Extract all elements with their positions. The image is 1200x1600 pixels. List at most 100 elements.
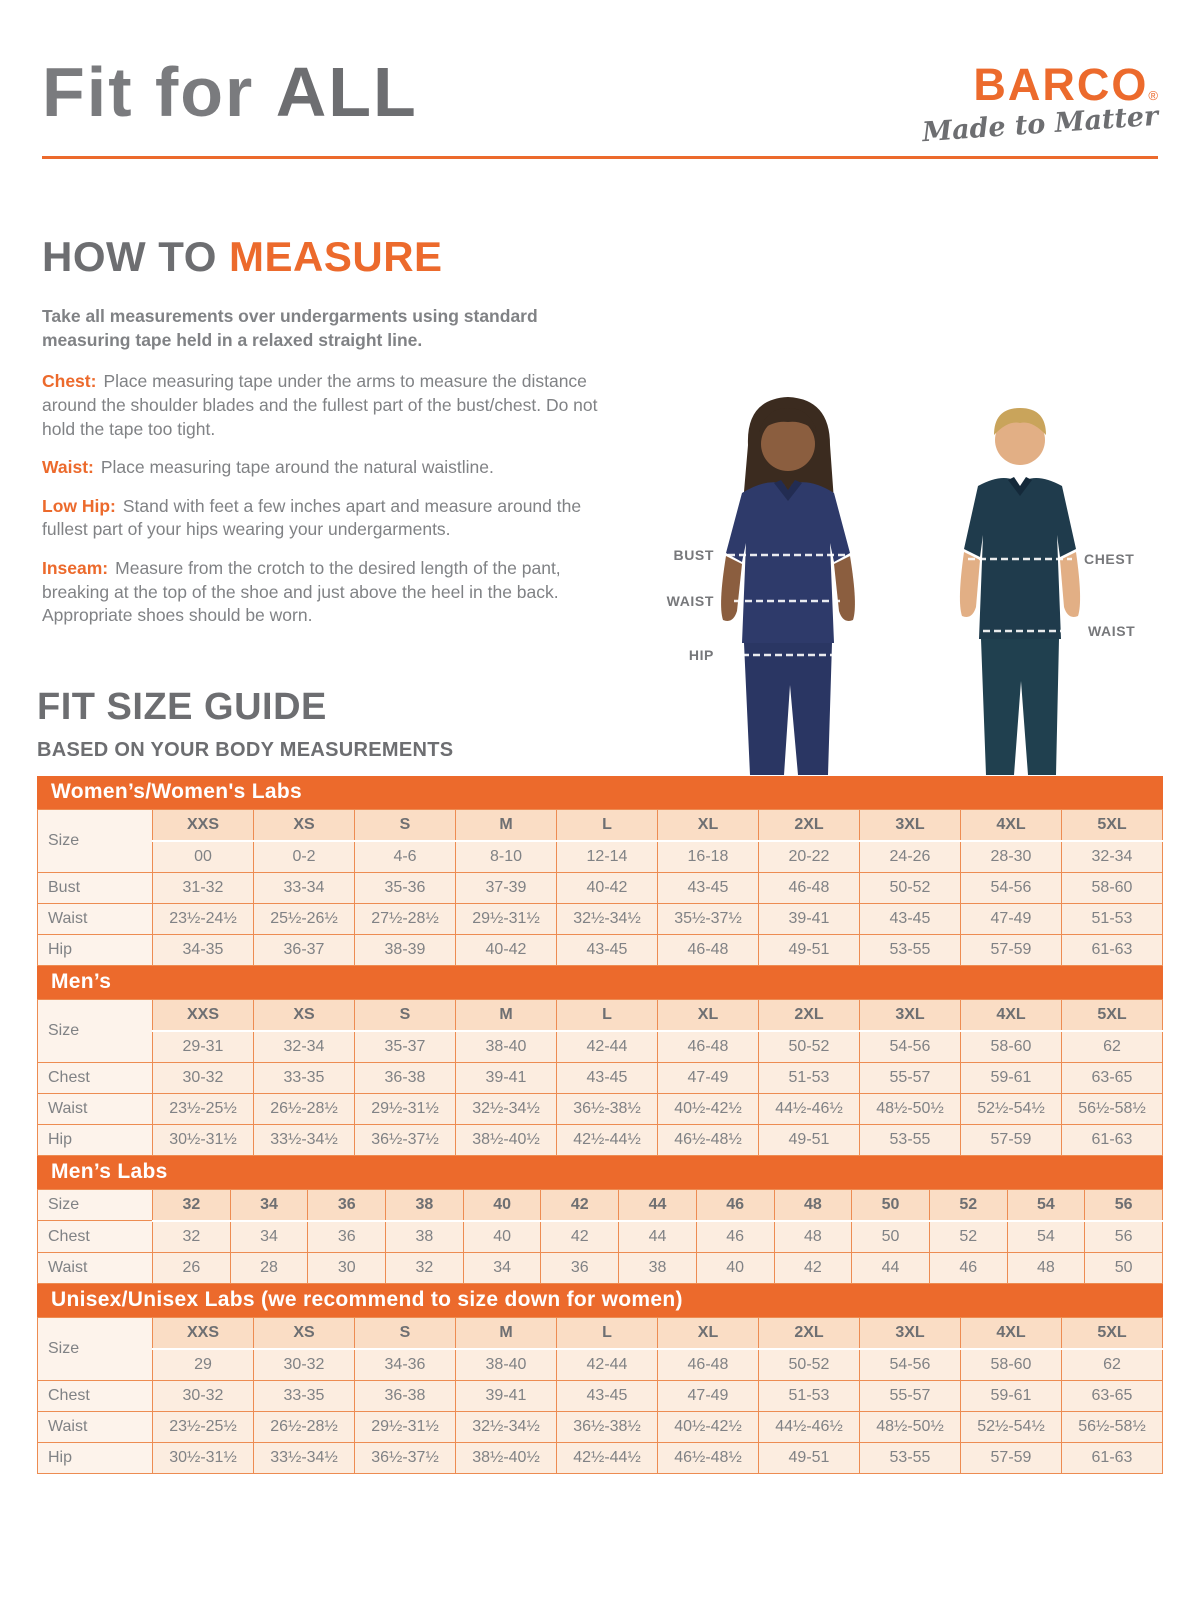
measurement-cell: 30-32 (152, 1379, 254, 1412)
measurement-cell: 42 (773, 1251, 853, 1284)
numeric-size-cell: 58-60 (960, 1030, 1062, 1063)
measurement-cell: 29½-31½ (354, 1092, 456, 1125)
size-header-cell: 42 (540, 1188, 620, 1222)
row-label-cell: Waist (37, 1251, 153, 1284)
measurement-cell: 37-39 (455, 871, 557, 904)
measurement-cell: 35½-37½ (657, 902, 759, 935)
numeric-size-cell: 30-32 (253, 1348, 355, 1381)
size-header-cell: S (354, 998, 456, 1032)
table-header-row: Size 32 34 36 38 40 42 44 46 48 50 52 54 56 (37, 1188, 1163, 1222)
table-row: Waist 23½-25½ 26½-28½ 29½-31½ 32½-34½ 36½-38½… (37, 1410, 1163, 1443)
numeric-size-row: 29-31 32-34 35-37 38-40 42-44 46-48 50-52 54-56… (38, 1030, 1163, 1063)
size-header-cell: 3XL (859, 1316, 961, 1350)
measurement-cell: 36½-38½ (556, 1410, 658, 1443)
size-header-cell: 34 (229, 1188, 309, 1222)
numeric-size-cell: 46-48 (657, 1348, 759, 1381)
measurement-cell: 46-48 (657, 933, 759, 966)
measurement-cell: 63-65 (1061, 1379, 1163, 1412)
size-header-cell: XL (657, 808, 759, 842)
size-header-cell: 2XL (758, 1316, 860, 1350)
measure-item-label: Chest: (42, 371, 97, 392)
measurement-cell: 47-49 (657, 1379, 759, 1412)
fit-size-guide-section: FIT SIZE GUIDE BASED ON YOUR BODY MEASUR… (0, 686, 1200, 1474)
measurement-cell: 51-53 (758, 1379, 860, 1412)
row-label-cell: Bust (37, 871, 153, 904)
size-table: Size XXS XS S M L XL 2XL 3XL 4XL 5XL 29-31 32-34 35-3… (37, 998, 1163, 1156)
measurement-cell: 30½-31½ (152, 1441, 254, 1474)
measurement-cell: 36-38 (354, 1061, 456, 1094)
measurement-cell: 56 (1084, 1220, 1163, 1253)
measurement-cell: 36-38 (354, 1379, 456, 1412)
measurement-cell: 48 (1006, 1251, 1086, 1284)
numeric-size-cell: 29-31 (152, 1030, 254, 1063)
size-header-cell: 38 (385, 1188, 464, 1222)
measurement-cell: 34 (229, 1220, 309, 1253)
table-header-row: Size XXS XS S M L XL 2XL 3XL 4XL 5XL (37, 1316, 1163, 1381)
numeric-size-cell: 62 (1061, 1348, 1163, 1381)
size-label-cell: Size (37, 1188, 153, 1222)
measure-item-label: Inseam: (42, 558, 109, 578)
header-divider (42, 156, 1158, 159)
measurement-cell: 55-57 (859, 1061, 961, 1094)
heading-orange-part: MEASURE (229, 233, 443, 280)
table-row: Bust 31-32 33-34 35-36 37-39 40-42 43-45 46-48 5… (37, 871, 1163, 904)
measurement-cell: 36 (540, 1251, 620, 1284)
brand-logo: BARCO® Made to Matter (921, 62, 1159, 148)
measurement-cell: 40½-42½ (657, 1410, 759, 1443)
row-label-cell: Hip (37, 933, 153, 966)
measurement-cell: 33-35 (253, 1061, 355, 1094)
measurement-cell: 38 (385, 1220, 464, 1253)
size-guide-tables: Women’s/Women's Labs Size XXS XS S M L XL 2XL 3XL… (37, 775, 1163, 1474)
size-header-cell: L (556, 1316, 658, 1350)
numeric-size-cell: 32-34 (1061, 840, 1163, 873)
numeric-size-cell: 50-52 (758, 1348, 860, 1381)
measurement-cell: 47-49 (960, 902, 1062, 935)
measurement-cell: 57-59 (960, 933, 1062, 966)
measurement-cell: 39-41 (455, 1379, 557, 1412)
measurement-cell: 63-65 (1061, 1061, 1163, 1094)
measurement-cell: 44 (618, 1220, 697, 1253)
measurement-cell: 27½-28½ (354, 902, 456, 935)
numeric-size-cell: 50-52 (758, 1030, 860, 1063)
numeric-size-cell: 62 (1061, 1030, 1163, 1063)
measurement-cell: 50 (851, 1220, 930, 1253)
measure-item-text: Place measuring tape under the arms to m… (42, 371, 598, 439)
measurement-cell: 61-63 (1061, 1441, 1163, 1474)
measurement-cell: 49-51 (758, 1123, 860, 1156)
measurement-cell: 34-35 (152, 933, 254, 966)
numeric-size-cell: 58-60 (960, 1348, 1062, 1381)
measure-item-text: Measure from the crotch to the desired l… (42, 558, 561, 626)
measurement-cell: 59-61 (960, 1061, 1062, 1094)
models-illustration: BUST WAIST HIP CHEST WAIST (667, 397, 1135, 775)
measurement-cell: 53-55 (859, 1123, 961, 1156)
how-to-measure-heading: HOW TO MEASURE (42, 233, 578, 281)
measurement-cell: 43-45 (859, 902, 961, 935)
measurement-cell: 40 (695, 1251, 775, 1284)
measurement-cell: 33-35 (253, 1379, 355, 1412)
measurement-cell: 53-55 (859, 933, 961, 966)
measurement-cell: 36 (307, 1220, 387, 1253)
size-table: Size XXS XS S M L XL 2XL 3XL 4XL 5XL 29 30-32 34-36 38… (37, 1316, 1163, 1474)
row-label-cell: Waist (37, 1092, 153, 1125)
measurement-cell: 36½-38½ (556, 1092, 658, 1125)
table-header-row: Size XXS XS S M L XL 2XL 3XL 4XL 5XL (37, 808, 1163, 873)
table-row: Chest 30-32 33-35 36-38 39-41 43-45 47-49 51-53… (37, 1061, 1163, 1094)
how-to-measure-section: HOW TO MEASURE Take all measurements ove… (0, 159, 620, 628)
size-header-cell: XXS (152, 808, 254, 842)
numeric-size-row: 29 30-32 34-36 38-40 42-44 46-48 50-52 54-56 58-… (38, 1348, 1163, 1381)
measurement-cell: 48 (773, 1220, 853, 1253)
measurement-cell: 30 (307, 1251, 387, 1284)
table-row: Waist 26 28 30 32 34 36 38 40 42 44 46 48 50 (37, 1251, 1163, 1284)
size-header-cell: 4XL (960, 808, 1062, 842)
numeric-size-cell: 54-56 (859, 1030, 961, 1063)
size-header-cell: XS (253, 808, 355, 842)
numeric-size-cell: 20-22 (758, 840, 860, 873)
size-label-cell: Size (37, 1316, 153, 1381)
measurement-cell: 28 (229, 1251, 309, 1284)
measurement-cell: 26½-28½ (253, 1410, 355, 1443)
woman-model (721, 397, 855, 775)
numeric-size-cell: 29 (152, 1348, 254, 1381)
row-label-cell: Waist (37, 902, 153, 935)
measurement-cell: 61-63 (1061, 1123, 1163, 1156)
table-row: Waist 23½-25½ 26½-28½ 29½-31½ 32½-34½ 36½-38½… (37, 1092, 1163, 1125)
